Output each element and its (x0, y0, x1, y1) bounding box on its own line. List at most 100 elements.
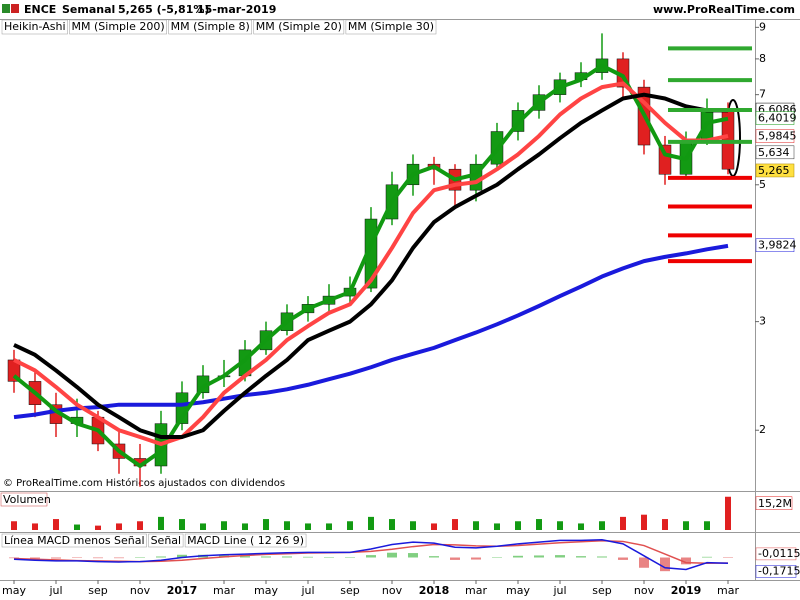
volume-bar (620, 516, 626, 530)
volume-bar (263, 519, 269, 530)
macd-histogram-bar (681, 557, 691, 565)
volume-bar (326, 523, 332, 530)
macd-histogram-bar (723, 557, 733, 558)
macd-histogram-bar (261, 556, 271, 558)
x-tick-label: 2018 (419, 584, 450, 597)
volume-bar (11, 521, 17, 530)
volume-bar (242, 523, 248, 530)
volume-bar (725, 496, 731, 530)
macd-histogram-bar (513, 555, 523, 558)
volume-bar (284, 521, 290, 530)
volume-bar (599, 521, 605, 530)
date: 15-mar-2019 (197, 3, 276, 16)
macd-histogram-bar (597, 556, 607, 558)
y-tick-label: 5 (759, 178, 766, 191)
volume-bar (704, 521, 710, 530)
legend-box (1, 533, 147, 548)
last-value-box (755, 129, 795, 143)
macd-histogram-bar (429, 556, 439, 558)
macd-histogram-bar (177, 554, 187, 558)
volume-bar (683, 521, 689, 530)
y-tick-label: 9 (759, 20, 766, 33)
x-tick-label: 2019 (671, 584, 702, 597)
y-tick-label: 7 (759, 88, 766, 101)
last-value-box (755, 111, 795, 125)
volume-bar (347, 521, 353, 530)
last-value-box (755, 238, 795, 252)
x-tick-label: may (254, 584, 278, 597)
volume-bar (473, 521, 479, 530)
legend-box (69, 19, 167, 35)
macd-histogram-bar (366, 555, 376, 558)
icon (2, 4, 10, 13)
volume-bar (536, 519, 542, 530)
legend-item: Señal (151, 534, 182, 547)
macd-histogram-bar (9, 557, 19, 559)
x-tick-label: sep (88, 584, 107, 597)
last-value-box (755, 496, 793, 510)
last-value-label: 5,9845 (758, 130, 797, 143)
volume-bar (368, 516, 374, 530)
legend-box (0, 492, 48, 507)
volume-bar (221, 521, 227, 530)
icon (11, 4, 19, 13)
x-tick-label: mar (213, 584, 235, 597)
legend-item: Línea MACD menos Señal (4, 534, 145, 547)
legend-item: MM (Simple 20) (256, 20, 342, 33)
y-tick-label: 3 (759, 315, 766, 328)
volume-bar (515, 521, 521, 530)
legend-item: MM (Simple 30) (348, 20, 434, 33)
macd-histogram-bar (303, 556, 313, 558)
macd-histogram-bar (555, 555, 565, 558)
last-value-label: 3,9824 (758, 239, 797, 252)
x-tick-label: jul (48, 584, 62, 597)
last-value-label: -0,0115 (758, 547, 800, 560)
volume-bar (452, 519, 458, 530)
macd-histogram-bar (240, 556, 250, 558)
macd-histogram-bar (93, 557, 103, 559)
x-tick-label: may (506, 584, 530, 597)
volume-bar (200, 523, 206, 530)
last-value-box (755, 163, 795, 178)
macd-histogram-bar (387, 552, 397, 558)
macd-histogram-bar (324, 557, 334, 558)
macd-histogram-bar (72, 557, 82, 558)
macd-line (13, 538, 729, 571)
macd-histogram-bar (450, 557, 460, 560)
legend-item: MM (Simple 200) (72, 20, 165, 33)
volume-bar (431, 523, 437, 530)
volume-bar (641, 514, 647, 530)
legend-item: MM (Simple 8) (171, 20, 250, 33)
macd-histogram-bar (408, 553, 418, 558)
y-tick-label: 8 (759, 52, 766, 65)
site: www.ProRealTime.com (653, 3, 795, 16)
legend-item: Heikin-Ashi (4, 20, 66, 33)
x-tick-label: sep (340, 584, 359, 597)
last-value-box (755, 145, 795, 160)
y-tick-label: 2 (759, 423, 766, 436)
x-tick-label: nov (634, 584, 655, 597)
last-value-label: 15,2M (758, 497, 792, 510)
volume-bar (578, 523, 584, 530)
macd-histogram-bar (471, 557, 481, 560)
last-value-label: 5,634 (758, 146, 790, 159)
macd-histogram-bar (639, 557, 649, 568)
moving-average-line (13, 243, 729, 420)
macd-histogram-bar (345, 557, 355, 558)
macd-histogram-bar (282, 556, 292, 558)
macd-histogram-bar (114, 557, 124, 559)
volume-bar (179, 519, 185, 530)
macd-histogram-bar (492, 557, 502, 558)
last-value-label: 5,265 (758, 164, 790, 177)
x-tick-label: mar (465, 584, 487, 597)
x-tick-label: mar (717, 584, 739, 597)
x-tick-label: nov (382, 584, 403, 597)
moving-average-line (13, 92, 728, 440)
volume-bar (389, 519, 395, 530)
volume-bar (137, 521, 143, 530)
last-value-label: 6,4019 (758, 112, 797, 125)
macd-histogram-bar (51, 557, 61, 559)
macd-histogram-bar (156, 556, 166, 558)
